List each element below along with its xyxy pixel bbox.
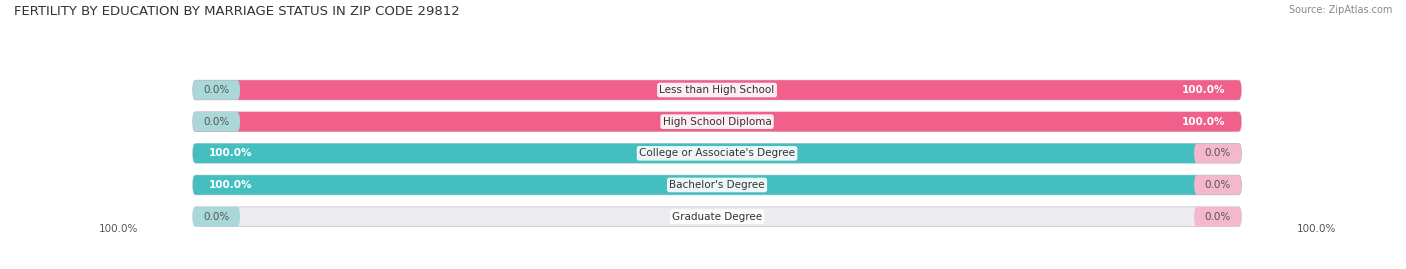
- FancyBboxPatch shape: [193, 112, 1241, 132]
- Text: FERTILITY BY EDUCATION BY MARRIAGE STATUS IN ZIP CODE 29812: FERTILITY BY EDUCATION BY MARRIAGE STATU…: [14, 5, 460, 18]
- FancyBboxPatch shape: [193, 112, 240, 132]
- Text: 0.0%: 0.0%: [204, 85, 229, 95]
- Text: 100.0%: 100.0%: [208, 180, 252, 190]
- Text: 100.0%: 100.0%: [1296, 224, 1336, 234]
- Text: 100.0%: 100.0%: [1182, 85, 1226, 95]
- Text: 100.0%: 100.0%: [208, 148, 252, 158]
- FancyBboxPatch shape: [193, 144, 1241, 163]
- Text: 100.0%: 100.0%: [98, 224, 138, 234]
- FancyBboxPatch shape: [193, 175, 1241, 195]
- Text: High School Diploma: High School Diploma: [662, 117, 772, 127]
- Text: 100.0%: 100.0%: [1182, 117, 1226, 127]
- Text: Graduate Degree: Graduate Degree: [672, 212, 762, 222]
- FancyBboxPatch shape: [193, 112, 1241, 132]
- Text: 0.0%: 0.0%: [1205, 180, 1230, 190]
- FancyBboxPatch shape: [193, 175, 1241, 195]
- FancyBboxPatch shape: [1194, 175, 1241, 195]
- FancyBboxPatch shape: [193, 80, 240, 100]
- FancyBboxPatch shape: [193, 207, 240, 226]
- Text: 0.0%: 0.0%: [204, 212, 229, 222]
- Text: 0.0%: 0.0%: [1205, 212, 1230, 222]
- FancyBboxPatch shape: [1194, 207, 1241, 226]
- Text: Less than High School: Less than High School: [659, 85, 775, 95]
- Text: 0.0%: 0.0%: [204, 117, 229, 127]
- FancyBboxPatch shape: [193, 207, 1241, 226]
- Text: Source: ZipAtlas.com: Source: ZipAtlas.com: [1288, 5, 1392, 15]
- FancyBboxPatch shape: [193, 80, 1241, 100]
- FancyBboxPatch shape: [193, 80, 1241, 100]
- Text: College or Associate's Degree: College or Associate's Degree: [640, 148, 794, 158]
- FancyBboxPatch shape: [193, 144, 1241, 163]
- FancyBboxPatch shape: [1194, 144, 1241, 163]
- Text: Bachelor's Degree: Bachelor's Degree: [669, 180, 765, 190]
- Text: 0.0%: 0.0%: [1205, 148, 1230, 158]
